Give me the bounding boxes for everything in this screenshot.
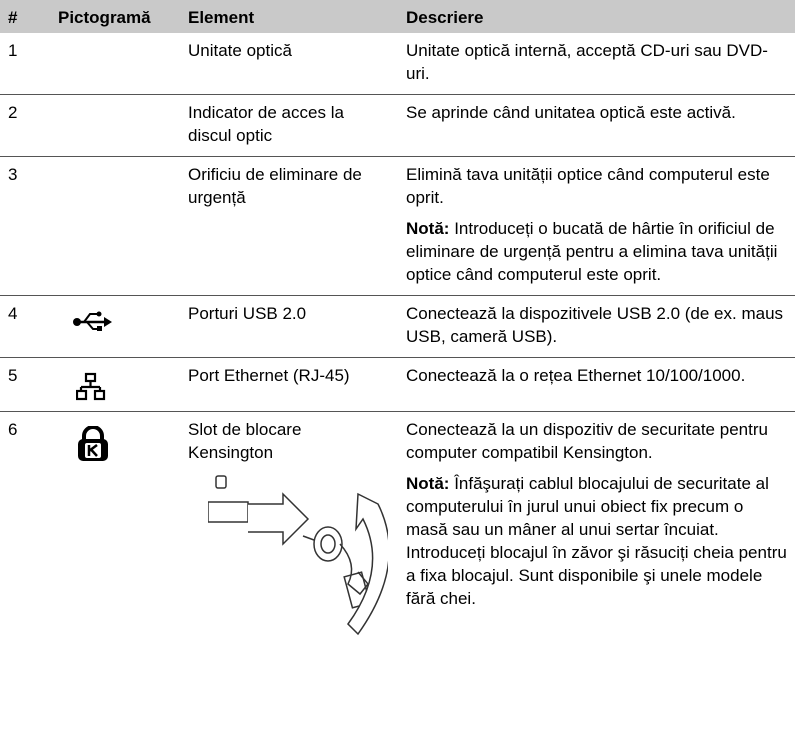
header-cell: Pictogramă bbox=[50, 0, 180, 33]
description-cell: Unitate optică internă, acceptă CD-uri s… bbox=[398, 33, 795, 95]
description-cell: Conectează la dispozitivele USB 2.0 (de … bbox=[398, 295, 795, 358]
header-row: # Pictogramă Element Descriere bbox=[0, 0, 795, 33]
header-cell: Element bbox=[180, 0, 398, 33]
table-row: 5 Port Ethernet (RJ-45) Conectează la o re… bbox=[0, 357, 795, 412]
element-cell: Slot de blocare Kensington bbox=[180, 412, 398, 654]
element-cell: Unitate optică bbox=[180, 33, 398, 95]
element-cell: Orificiu de eliminare de urgență bbox=[180, 156, 398, 296]
icon-cell bbox=[50, 94, 180, 157]
header-cell: Descriere bbox=[398, 0, 795, 33]
table-body: 1 Unitate optică Unitate optică internă, a… bbox=[0, 33, 795, 653]
description-cell: Conectează la o rețea Ethernet 10/100/10… bbox=[398, 357, 795, 412]
description: Conectează la o rețea Ethernet 10/100/10… bbox=[406, 366, 746, 385]
number-cell: 5 bbox=[0, 357, 50, 412]
feature-table: # Pictogramă Element Descriere 1 Unitate … bbox=[0, 0, 795, 653]
description: Elimină tava unității optice când comput… bbox=[406, 165, 770, 207]
ethernet-icon bbox=[76, 372, 106, 401]
description: Unitate optică internă, acceptă CD-uri s… bbox=[406, 41, 768, 83]
description-cell: Se aprinde când unitatea optică este act… bbox=[398, 94, 795, 157]
element-name: Indicator de acces la discul optic bbox=[188, 103, 344, 145]
element-cell: Port Ethernet (RJ-45) bbox=[180, 357, 398, 412]
note-label: Notă: bbox=[406, 474, 450, 493]
lock-illustration bbox=[208, 475, 388, 636]
table-row: 3 Orificiu de eliminare de urgență Elimină… bbox=[0, 156, 795, 296]
kensington-icon bbox=[78, 426, 108, 461]
icon-cell bbox=[50, 33, 180, 95]
description-cell: Conectează la un dispozitiv de securitat… bbox=[398, 412, 795, 654]
element-name: Unitate optică bbox=[188, 41, 292, 60]
element-cell: Porturi USB 2.0 bbox=[180, 295, 398, 358]
number-cell: 1 bbox=[0, 33, 50, 95]
number-cell: 2 bbox=[0, 94, 50, 157]
header-cell: # bbox=[0, 0, 50, 33]
description-cell: Elimină tava unității optice când comput… bbox=[398, 156, 795, 296]
icon-cell bbox=[50, 295, 180, 358]
element-name: Porturi USB 2.0 bbox=[188, 304, 307, 323]
usb-icon bbox=[73, 311, 112, 331]
element-name: Orificiu de eliminare de urgență bbox=[188, 165, 362, 207]
element-name: Port Ethernet (RJ-45) bbox=[188, 366, 350, 385]
description: Conectează la dispozitivele USB 2.0 (de … bbox=[406, 304, 784, 346]
icon-cell bbox=[50, 156, 180, 296]
table-row: 6 Slot de blocare Kensington Conectează la… bbox=[0, 412, 795, 654]
element-cell: Indicator de acces la discul optic bbox=[180, 94, 398, 157]
number-cell: 4 bbox=[0, 295, 50, 358]
table-row: 1 Unitate optică Unitate optică internă, a… bbox=[0, 33, 795, 95]
note-label: Notă: bbox=[406, 219, 450, 238]
number-cell: 6 bbox=[8, 420, 18, 439]
note-text: Introduceți o bucată de hârtie în orific… bbox=[406, 219, 778, 284]
description: Se aprinde când unitatea optică este act… bbox=[406, 103, 736, 122]
note: Notă: Introduceți o bucată de hârtie în … bbox=[406, 217, 787, 286]
description: Conectează la un dispozitiv de securitat… bbox=[406, 420, 768, 462]
icon-cell bbox=[50, 412, 180, 654]
element-name: Slot de blocare Kensington bbox=[188, 420, 302, 462]
number-cell: 3 bbox=[0, 156, 50, 296]
table-row: 4 Porturi USB 2.0 Conectează la dispozitiv… bbox=[0, 295, 795, 358]
note-text: Înfăşurați cablul blocajului de securita… bbox=[406, 474, 787, 608]
note: Notă: Înfăşurați cablul blocajului de se… bbox=[406, 472, 787, 610]
icon-cell bbox=[50, 357, 180, 412]
table-row: 2 Indicator de acces la discul optic Se ap… bbox=[0, 94, 795, 157]
